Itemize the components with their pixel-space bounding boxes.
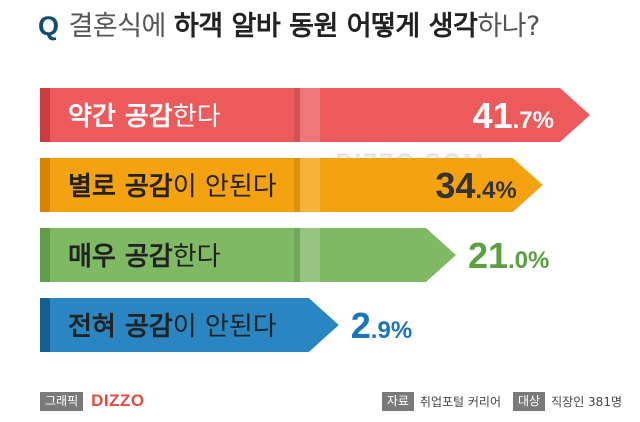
bar-category-rest: 한다 [173,102,221,132]
bar-value-int: 21 [468,235,508,276]
bar-category-bold: 매우 공감 [68,242,173,272]
title-part-3: 하나? [477,11,540,42]
bar-category-label: 매우 공감한다 [68,242,221,272]
bar-arrow [50,158,543,212]
bar-left-strip [40,88,50,142]
bar-value-int: 41 [473,95,513,136]
bar-fold-shadow [294,158,300,212]
bar-left-strip [40,228,50,282]
bar-category-bold: 전혀 공감 [68,312,173,342]
question-mark-q: Q [38,11,59,41]
bar-group-1: 약간 공감한다 41.7% [40,88,590,142]
bar-arrow [50,298,339,352]
brand-logo: DIZZO [91,391,145,410]
bar-category-label: 별로 공감이 안된다 [68,172,277,202]
target-tag: 대상 [513,391,546,411]
source-tag: 자료 [381,391,414,411]
footer-graphic: 그래픽 DIZZO [40,390,145,412]
title-part-2: 하객 알바 동원 어떻게 생각 [173,11,478,42]
bar-value-int: 2 [351,305,371,346]
bar-category-rest: 이 안된다 [173,312,277,342]
bar-group-3: 매우 공감한다 21.0% [40,228,549,282]
bar-category-label: 약간 공감한다 [68,102,221,132]
bar-fold-highlight [300,228,320,282]
bar-group-4: 전혀 공감이 안된다 2.9% [40,298,412,352]
graphic-tag: 그래픽 [40,391,84,411]
bar-fold-shadow [294,88,300,142]
target-value: 직장인 381명 [551,394,622,409]
bar-category-rest: 한다 [173,242,221,272]
bar-category-bold: 별로 공감 [68,172,173,202]
bar-value-int: 34 [435,165,475,206]
bar-value-label: 21.0% [468,235,549,276]
title-part-1: 결혼식에 [68,11,174,42]
chart-title: Q 결혼식에 하객 알바 동원 어떻게 생각하나? [38,6,618,46]
bar-value-label: 2.9% [351,305,412,346]
bar-category-label: 전혀 공감이 안된다 [68,312,277,342]
bar-arrow [50,88,590,142]
bar-fold-highlight [300,88,320,142]
bar-value-dec: .7% [513,107,554,134]
bar-value-dec: .9% [371,317,412,344]
bar-fold-highlight [300,158,320,212]
bar-group-2: 별로 공감이 안된다 34.4% [40,158,543,212]
bar-left-strip [40,158,50,212]
bar-category-bold: 약간 공감 [68,102,173,132]
bar-value-label: 41.7% [473,95,554,136]
source-value: 취업포털 커리어 [419,394,502,409]
bar-left-strip [40,298,50,352]
bar-category-rest: 이 안된다 [173,172,277,202]
bar-value-dec: .0% [508,247,549,274]
bar-arrow [50,228,456,282]
bar-fold-shadow [294,228,300,282]
footer-source: 자료 취업포털 커리어 대상 직장인 381명 [381,390,622,412]
bar-value-label: 34.4% [435,165,516,206]
bar-value-dec: .4% [475,177,516,204]
